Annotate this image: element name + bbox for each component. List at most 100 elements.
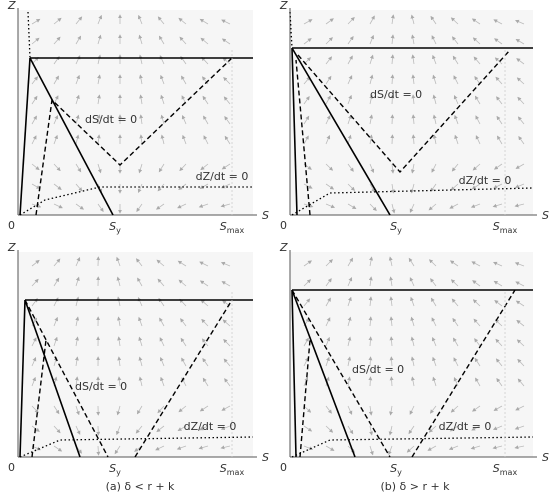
flow-arrow (178, 405, 187, 413)
panel-background (18, 252, 253, 457)
flow-arrow (390, 74, 395, 85)
flow-arrow (53, 405, 60, 415)
flow-arrow (369, 114, 374, 125)
flow-arrow (411, 54, 416, 65)
flow-arrow (470, 445, 481, 450)
flow-arrow (389, 316, 394, 327)
flow-arrow (496, 377, 503, 387)
flow-arrow (388, 256, 393, 267)
flow-arrow (31, 376, 36, 387)
flow-arrow (156, 425, 165, 433)
flow-arrow (177, 260, 187, 267)
flow-arrow (516, 319, 525, 327)
flow-arrow (97, 54, 102, 65)
flow-arrow (177, 425, 187, 431)
flow-arrow (303, 260, 312, 267)
flow-arrow (31, 259, 40, 267)
flow-arrow (159, 337, 165, 347)
flow-arrow (159, 356, 165, 367)
flow-arrow (472, 280, 481, 287)
flow-arrow (75, 183, 83, 192)
origin-label: 0 (8, 461, 15, 474)
flow-arrow (514, 183, 525, 189)
flow-arrow (493, 163, 503, 170)
x-tick-label: Smax (220, 462, 245, 477)
isocline-solid (19, 299, 26, 458)
flow-arrow (410, 376, 415, 387)
flow-arrow (515, 19, 525, 25)
flow-arrow (411, 114, 416, 125)
flow-arrow (138, 376, 143, 387)
flow-arrow (430, 297, 437, 307)
flow-arrow (497, 135, 503, 145)
nullcline-dZ (19, 436, 254, 458)
flow-arrow (432, 134, 437, 145)
flow-arrow (368, 316, 373, 327)
flow-arrow (325, 203, 336, 209)
flow-arrow (303, 337, 309, 347)
flow-arrow (454, 114, 459, 125)
flow-arrow (31, 183, 41, 189)
flow-arrow (517, 378, 525, 387)
flow-arrow (432, 54, 437, 65)
flow-arrow (96, 134, 101, 145)
flow-arrow (116, 405, 121, 416)
flow-arrow (454, 134, 459, 145)
tick-base: S (390, 462, 397, 475)
flow-arrow (471, 183, 481, 190)
flow-arrow (160, 376, 165, 387)
flow-arrow (410, 296, 415, 307)
flow-arrow (325, 425, 334, 433)
flow-arrow (475, 115, 481, 125)
flow-arrow (198, 203, 209, 208)
curve-label: dZ/dt = 0 (459, 174, 512, 187)
flow-arrow (389, 296, 394, 307)
flow-arrow (75, 316, 80, 327)
flow-arrow (347, 35, 354, 45)
flow-arrow (31, 278, 39, 287)
flow-arrow (223, 76, 231, 85)
flow-arrow (157, 405, 165, 414)
flow-arrow (75, 114, 80, 125)
flow-arrow (430, 278, 437, 287)
flow-arrow (515, 163, 525, 169)
flow-arrow (369, 134, 373, 145)
tick-base: S (493, 462, 500, 475)
flow-arrow (473, 318, 481, 327)
flow-arrow (432, 74, 437, 85)
flow-arrow (75, 163, 82, 173)
flow-arrow (347, 183, 355, 191)
flow-arrow (432, 114, 437, 125)
flow-arrow (410, 183, 415, 194)
flow-arrow (325, 297, 331, 307)
flow-arrow (408, 257, 415, 267)
flow-arrow (199, 405, 209, 412)
flow-arrow (347, 405, 353, 415)
flow-arrow (303, 405, 312, 413)
nullcline-dS (35, 57, 233, 216)
flow-arrow (75, 405, 80, 416)
flow-arrow (31, 337, 37, 347)
flow-arrow (97, 74, 102, 85)
flow-arrow (53, 163, 61, 172)
origin-label: 0 (280, 219, 287, 232)
flow-arrow (347, 94, 352, 105)
nullcline-dZ (291, 436, 534, 458)
flow-arrow (155, 203, 165, 210)
flow-arrow (117, 376, 122, 387)
flow-arrow (136, 203, 143, 212)
flow-arrow (493, 405, 503, 411)
flow-arrow (97, 163, 102, 174)
y-axis-label: Z (7, 241, 16, 254)
flow-arrow (31, 115, 37, 125)
flow-arrow (220, 261, 231, 267)
flow-arrow (474, 75, 481, 85)
x-axis-label: S (262, 451, 269, 464)
caption: (a) δ < r + k (106, 480, 175, 493)
flow-arrow (516, 58, 525, 65)
flow-arrow (325, 134, 331, 145)
flow-arrow (202, 76, 209, 85)
flow-arrow (496, 96, 503, 105)
flow-arrow (474, 338, 481, 347)
